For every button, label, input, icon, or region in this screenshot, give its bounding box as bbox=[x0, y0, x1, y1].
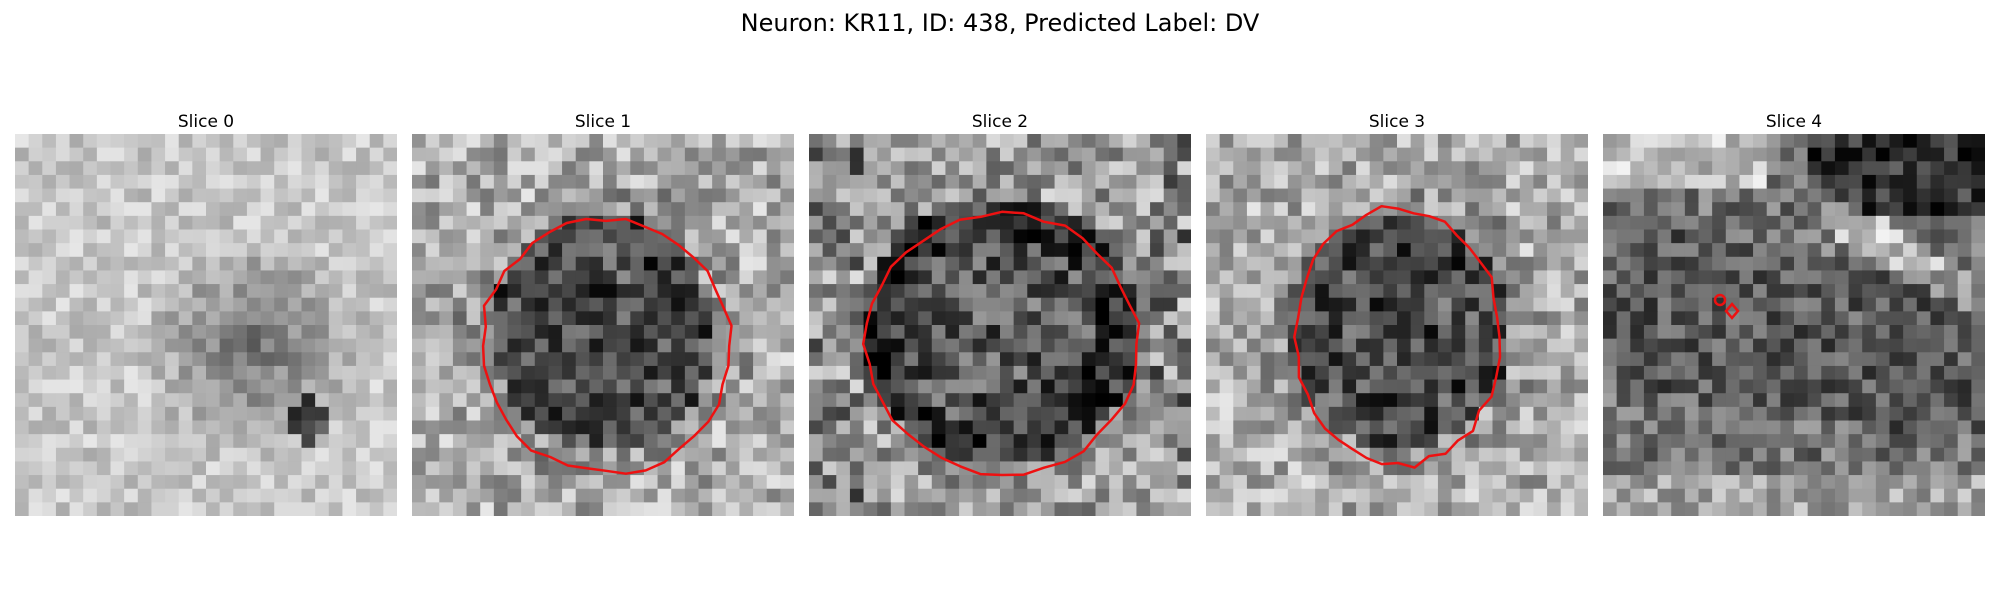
slice-image-3 bbox=[1206, 134, 1588, 516]
slice-panel-1: Slice 1 bbox=[412, 110, 794, 516]
cell-contour bbox=[481, 217, 733, 475]
pixel-grid bbox=[15, 134, 397, 516]
cell-contour bbox=[861, 210, 1141, 477]
roi-marker bbox=[1713, 293, 1727, 307]
pixel-grid bbox=[1206, 134, 1588, 516]
slice-panel-4: Slice 4 bbox=[1603, 110, 1985, 516]
slice-image-2 bbox=[809, 134, 1191, 516]
cell-contour bbox=[1293, 204, 1502, 469]
slice-image-4 bbox=[1603, 134, 1985, 516]
slice-panel-0: Slice 0 bbox=[15, 110, 397, 516]
roi-marker bbox=[1724, 302, 1740, 320]
slice-title-2: Slice 2 bbox=[971, 112, 1029, 132]
slice-panel-3: Slice 3 bbox=[1206, 110, 1588, 516]
pixel-grid bbox=[809, 134, 1191, 516]
pixel-grid bbox=[1603, 134, 1985, 516]
pixel-grid bbox=[412, 134, 794, 516]
slice-title-3: Slice 3 bbox=[1368, 112, 1426, 132]
slice-title-4: Slice 4 bbox=[1765, 112, 1823, 132]
slice-image-1 bbox=[412, 134, 794, 516]
slice-image-0 bbox=[15, 134, 397, 516]
figure-title: Neuron: KR11, ID: 438, Predicted Label: … bbox=[740, 9, 1260, 37]
slice-panel-2: Slice 2 bbox=[809, 110, 1191, 516]
slice-title-1: Slice 1 bbox=[574, 112, 632, 132]
slice-title-0: Slice 0 bbox=[177, 112, 235, 132]
